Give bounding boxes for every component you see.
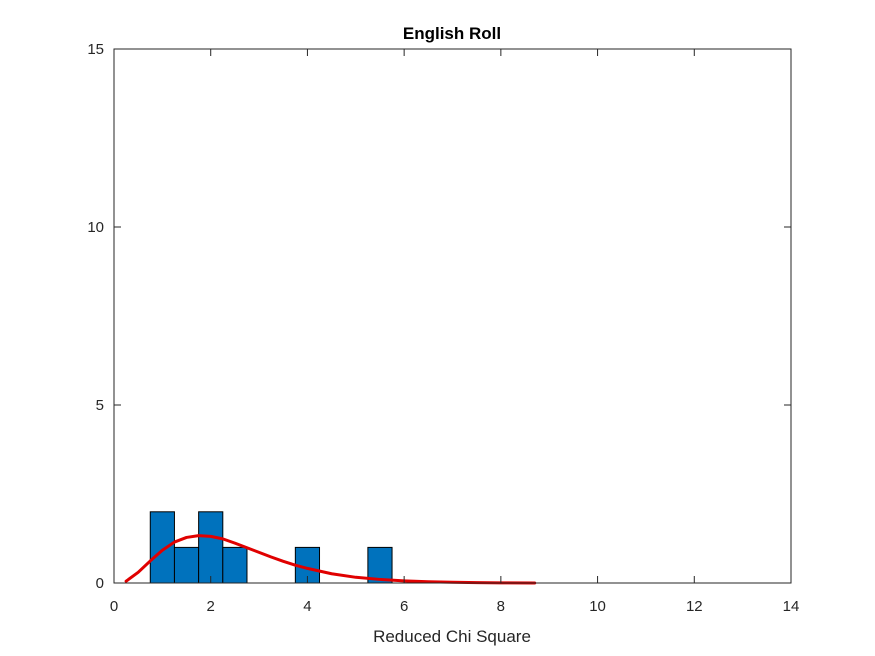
y-axis-ticks: 0 5 10 15 <box>87 41 791 592</box>
y-tick-label-10: 10 <box>87 219 104 236</box>
plot-area <box>114 49 791 583</box>
y-tick-label-0: 0 <box>96 575 104 592</box>
x-tick-label-2: 2 <box>207 598 215 615</box>
histogram-bars <box>149 511 393 584</box>
fit-curve-line <box>124 534 537 585</box>
x-tick-label-12: 12 <box>686 598 703 615</box>
histogram-bar-2 <box>173 546 200 584</box>
x-axis-label: Reduced Chi Square <box>373 627 531 646</box>
histogram-bar-4 <box>222 546 248 584</box>
y-tick-label-5: 5 <box>96 397 104 414</box>
x-tick-label-14: 14 <box>783 598 800 615</box>
x-tick-label-8: 8 <box>497 598 505 615</box>
x-tick-label-6: 6 <box>400 598 408 615</box>
histogram-bar-3 <box>198 511 224 584</box>
y-tick-label-15: 15 <box>87 41 104 58</box>
x-tick-label-0: 0 <box>110 598 118 615</box>
chart-title: English Roll <box>403 24 501 43</box>
x-axis-ticks: 0 2 4 6 8 10 12 14 <box>110 49 800 615</box>
histogram-bar-1 <box>149 511 175 584</box>
x-tick-label-4: 4 <box>303 598 311 615</box>
axes-box <box>113 48 792 584</box>
x-tick-label-10: 10 <box>589 598 606 615</box>
